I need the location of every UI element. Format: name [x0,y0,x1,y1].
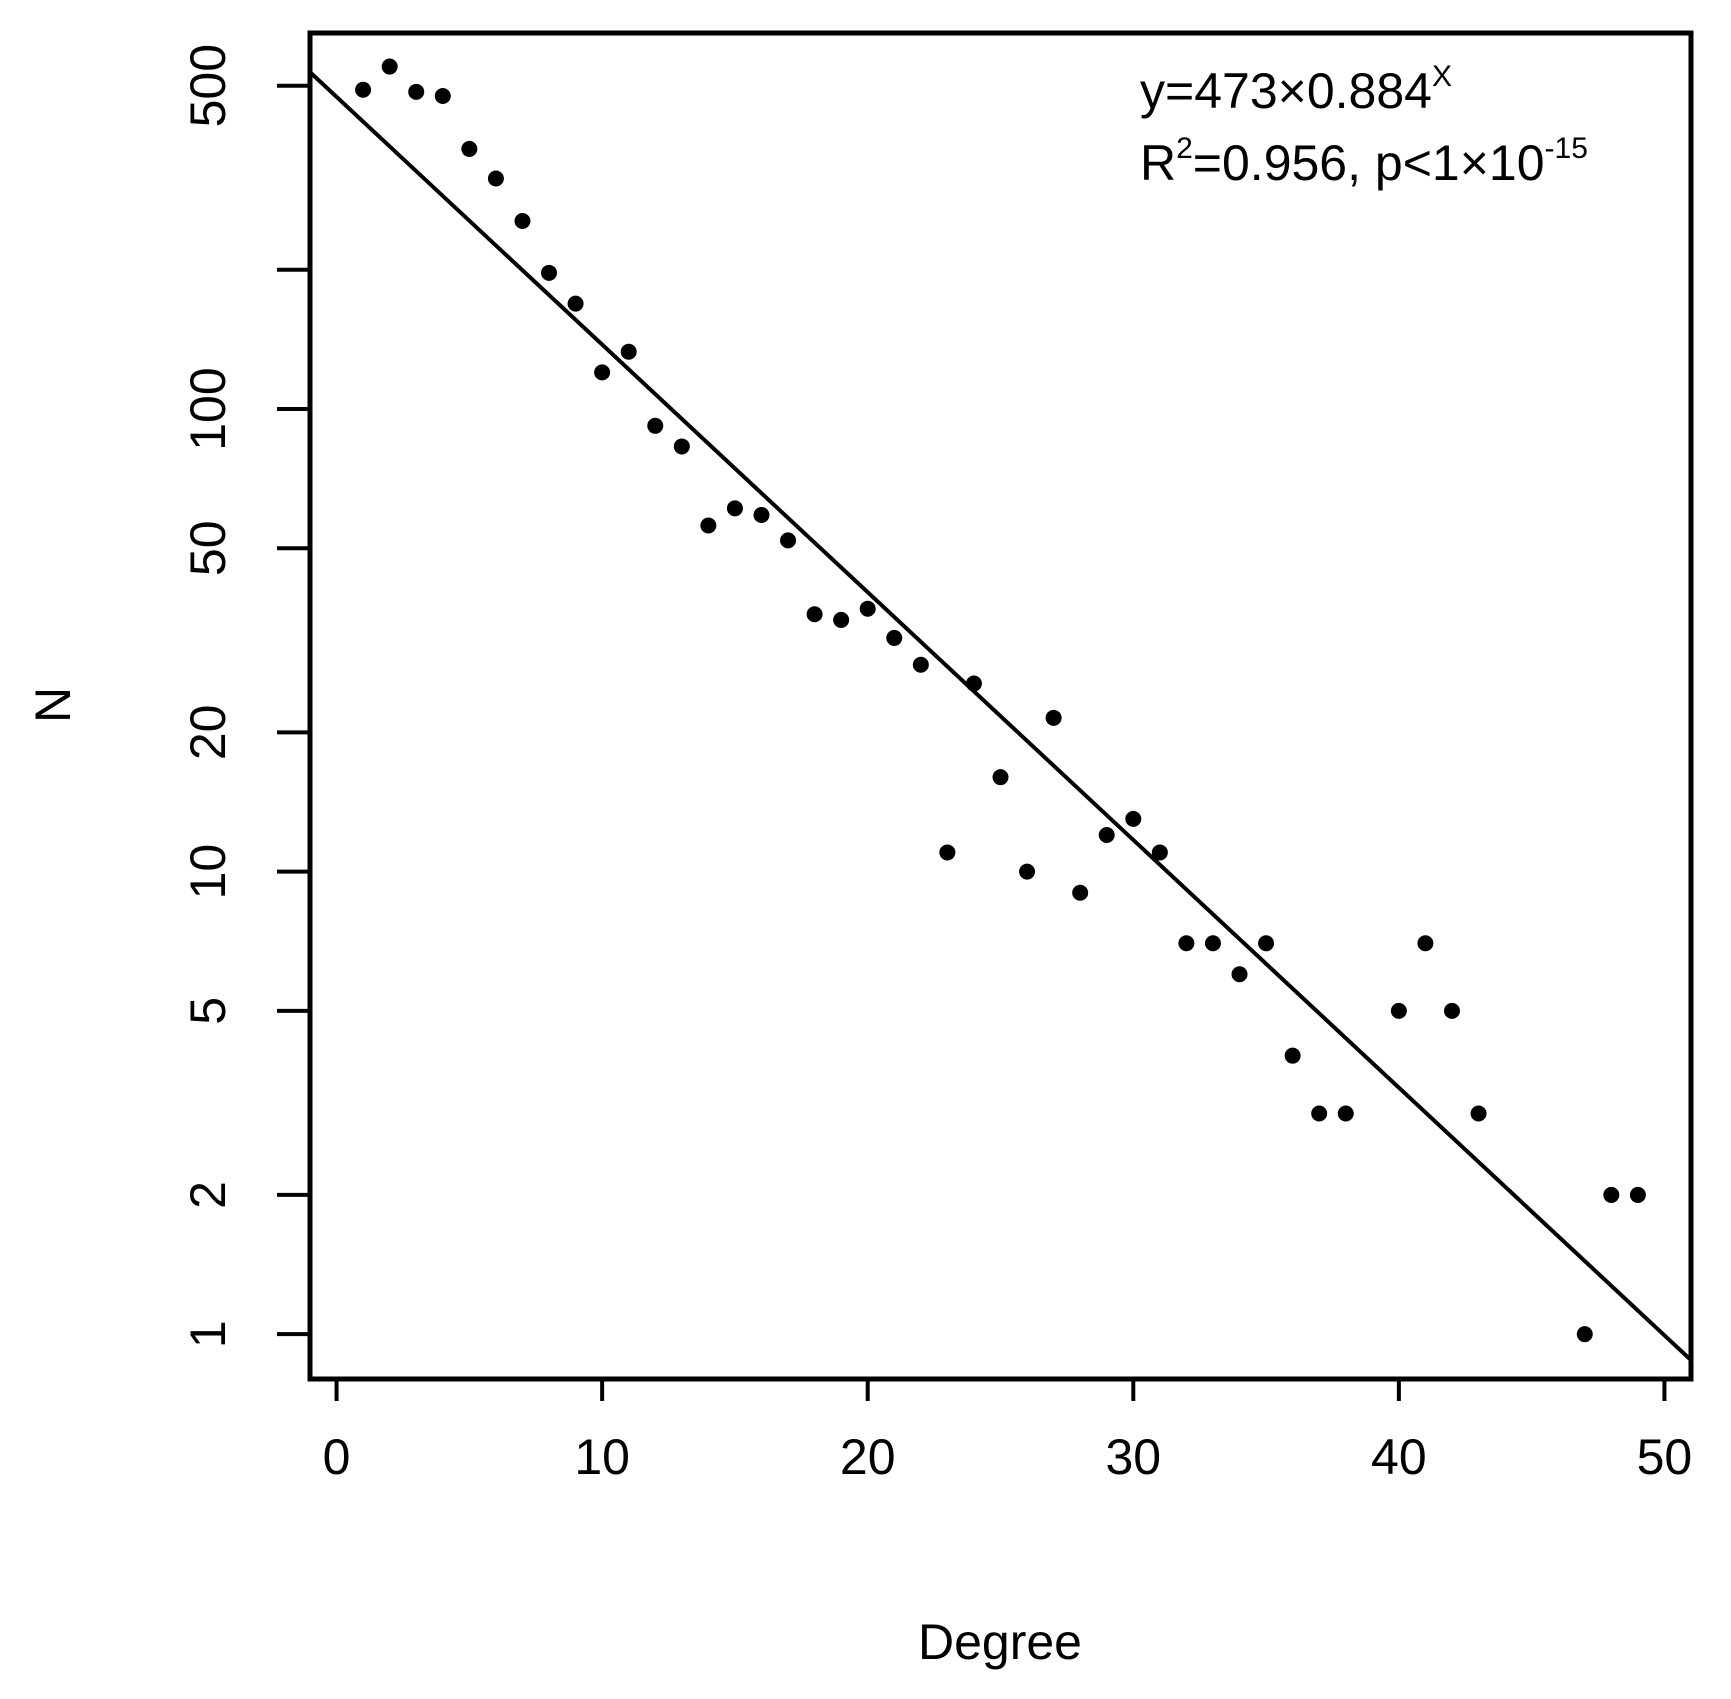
y-tick-label: 1 [180,1320,236,1348]
x-tick-label: 20 [840,1429,896,1485]
plot-frame [307,30,1694,1382]
x-tick-label: 10 [574,1429,630,1485]
data-point [992,769,1009,786]
data-point [434,88,451,105]
data-point [859,600,876,617]
data-point [487,170,504,187]
data-point [1443,1002,1460,1019]
data-point [673,438,690,455]
fit-line-layer [310,70,1691,1362]
fit-equation-exponent: X [1432,60,1452,93]
data-point [461,140,478,157]
data-point [1417,935,1434,952]
y-tick-label: 5 [180,997,236,1025]
x-axis: 0 10 20 30 40 50 [323,1377,1693,1485]
data-point [1284,1047,1301,1064]
x-tick-label: 0 [323,1429,351,1485]
fit-statistics-value: =0.956, p<1×10 [1193,135,1545,191]
data-point [1470,1105,1487,1122]
data-point [1019,863,1036,880]
data-point [1178,935,1195,952]
data-point [833,611,850,628]
data-point [647,417,664,434]
data-point [408,83,425,100]
data-point [620,343,637,360]
data-point [780,532,797,549]
fit-statistics: R2=0.956, p<1×10-15 [1140,132,1588,191]
x-axis-title: Degree [918,1614,1082,1670]
x-tick-label: 30 [1105,1429,1161,1485]
data-point [1629,1186,1646,1203]
fit-equation: y=473×0.884X [1140,60,1452,119]
data-point [726,500,743,517]
y-tick-label: 50 [180,520,236,576]
fit-line [310,70,1691,1362]
x-tick-label: 50 [1637,1429,1693,1485]
data-point [1072,884,1089,901]
data-point [700,517,717,534]
data-point [1258,935,1275,952]
data-point [567,295,584,312]
y-tick-label: 20 [180,705,236,761]
data-point [912,656,929,673]
r-squared-symbol: R [1140,135,1176,191]
data-point [753,507,770,524]
y-tick-label: 2 [180,1181,236,1209]
fit-equation-base: y=473×0.884 [1140,63,1432,119]
y-axis-title: N [25,687,81,723]
data-point [1204,935,1221,952]
data-point [594,364,611,381]
data-point [381,58,398,75]
data-point [1045,709,1062,726]
data-point [1337,1105,1354,1122]
y-axis: 1 2 5 10 20 50 100 500 [180,44,312,1348]
x-tick-label: 40 [1371,1429,1427,1485]
data-point [1151,844,1168,861]
data-point [1231,966,1248,983]
data-point [1576,1326,1593,1343]
data-points [355,58,1646,1343]
data-point [1098,826,1115,843]
data-point [1311,1105,1328,1122]
data-point [965,675,982,692]
r-squared-superscript: 2 [1176,132,1193,165]
data-point [355,81,372,98]
data-point [1390,1002,1407,1019]
data-point [514,212,531,229]
p-value-exponent: -15 [1545,132,1588,165]
data-point [806,606,823,623]
y-tick-label: 10 [180,844,236,900]
y-tick-label: 500 [180,44,236,127]
data-point [1125,810,1142,827]
data-point [541,264,558,281]
data-point [886,629,903,646]
data-point [1603,1186,1620,1203]
data-point [939,844,956,861]
y-tick-label: 100 [180,367,236,450]
